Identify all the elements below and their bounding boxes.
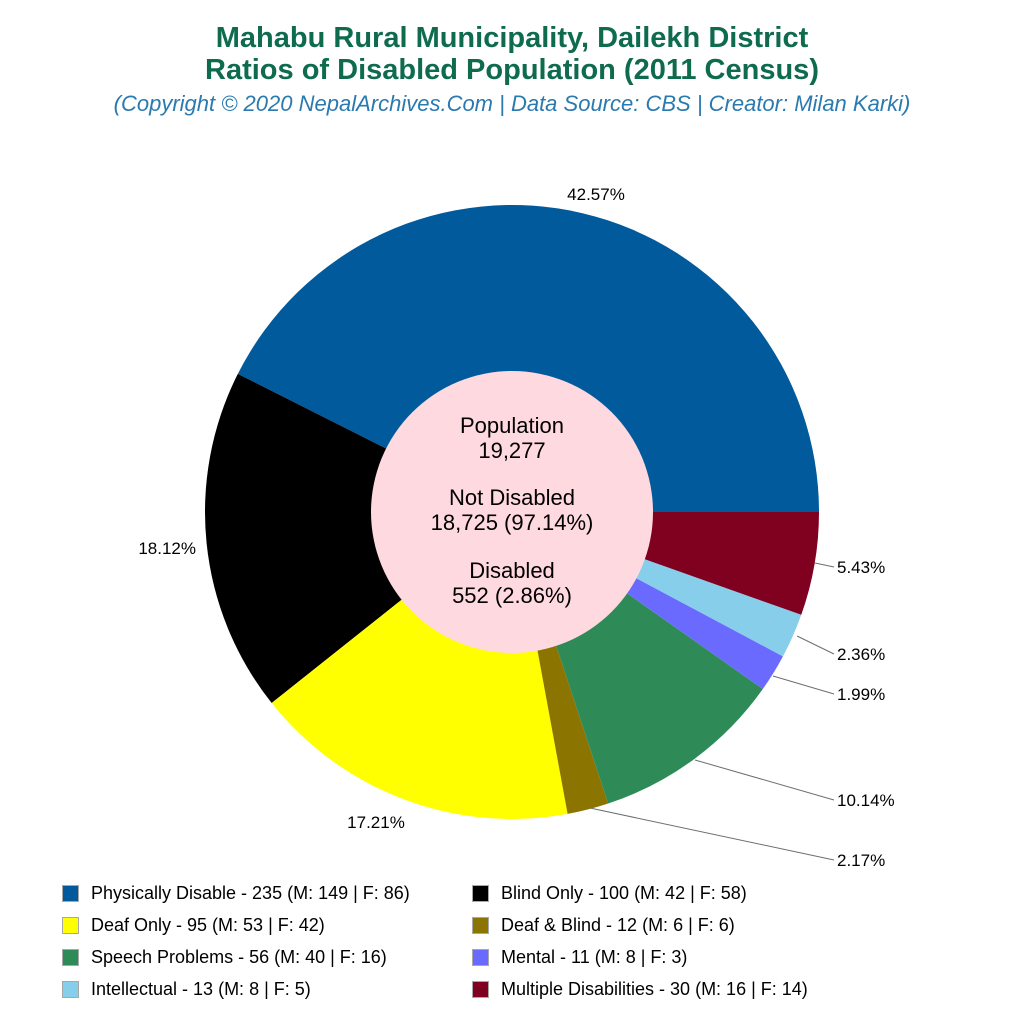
legend-item-multiple-disabilities: Multiple Disabilities - 30 (M: 16 | F: 1… xyxy=(472,976,882,1002)
legend-swatch xyxy=(472,916,489,934)
percent-label: 17.21% xyxy=(347,813,405,832)
legend-item-deaf-blind: Deaf & Blind - 12 (M: 6 | F: 6) xyxy=(472,912,882,938)
leader-line xyxy=(589,807,835,861)
legend-item-mental: Mental - 11 (M: 8 | F: 3) xyxy=(472,944,882,970)
percent-label: 5.43% xyxy=(837,558,885,577)
legend-item-deaf-only: Deaf Only - 95 (M: 53 | F: 42) xyxy=(62,912,472,938)
disabled-label: Disabled xyxy=(469,558,555,583)
population-value: 19,277 xyxy=(478,438,545,463)
percent-label: 1.99% xyxy=(837,685,885,704)
leader-line xyxy=(814,562,835,568)
not-disabled-label: Not Disabled xyxy=(449,485,575,510)
legend-label: Physically Disable - 235 (M: 149 | F: 86… xyxy=(91,882,410,903)
legend-item-blind-only: Blind Only - 100 (M: 42 | F: 58) xyxy=(472,880,882,906)
legend-item-intellectual: Intellectual - 13 (M: 8 | F: 5) xyxy=(62,976,472,1002)
chart-subtitle: (Copyright © 2020 NepalArchives.Com | Da… xyxy=(113,91,911,116)
legend-swatch xyxy=(472,884,489,902)
leader-line xyxy=(694,759,835,801)
percent-label: 2.36% xyxy=(837,645,885,664)
legend-label: Intellectual - 13 (M: 8 | F: 5) xyxy=(91,978,311,999)
not-disabled-value: 18,725 (97.14%) xyxy=(431,510,594,535)
percent-label: 42.57% xyxy=(567,185,625,204)
percent-label: 2.17% xyxy=(837,851,885,870)
chart-title-line2: Ratios of Disabled Population (2011 Cens… xyxy=(205,54,819,86)
population-label: Population xyxy=(460,413,564,438)
legend-swatch xyxy=(62,948,79,966)
legend-label: Multiple Disabilities - 30 (M: 16 | F: 1… xyxy=(501,978,808,999)
percent-label: 10.14% xyxy=(837,791,895,810)
legend-label: Deaf & Blind - 12 (M: 6 | F: 6) xyxy=(501,914,735,935)
legend-label: Mental - 11 (M: 8 | F: 3) xyxy=(501,946,688,967)
legend-swatch xyxy=(62,884,79,902)
pie-slice-blind-only xyxy=(205,373,512,704)
legend-label: Speech Problems - 56 (M: 40 | F: 16) xyxy=(91,946,387,967)
legend-label: Blind Only - 100 (M: 42 | F: 58) xyxy=(501,882,747,903)
leader-lines xyxy=(589,562,835,861)
leader-line xyxy=(772,675,835,695)
donut-hole xyxy=(371,371,653,653)
percent-label: 18.12% xyxy=(138,539,196,558)
legend-item-physically-disable: Physically Disable - 235 (M: 149 | F: 86… xyxy=(62,880,472,906)
legend-swatch xyxy=(62,916,79,934)
legend: Physically Disable - 235 (M: 149 | F: 86… xyxy=(62,880,962,1002)
chart-title-line1: Mahabu Rural Municipality, Dailekh Distr… xyxy=(215,22,809,54)
leader-line xyxy=(796,635,835,655)
disabled-value: 552 (2.86%) xyxy=(452,583,572,608)
legend-swatch xyxy=(472,980,489,998)
legend-label: Deaf Only - 95 (M: 53 | F: 42) xyxy=(91,914,325,935)
legend-swatch xyxy=(62,980,79,998)
percent-labels: 42.57% 18.12% 17.21% 2.17% 10.14% 1.99% 2.36% 5… xyxy=(138,185,894,870)
legend-item-speech-problems: Speech Problems - 56 (M: 40 | F: 16) xyxy=(62,944,472,970)
legend-swatch xyxy=(472,948,489,966)
pie-slice-physically-disable xyxy=(237,204,819,513)
